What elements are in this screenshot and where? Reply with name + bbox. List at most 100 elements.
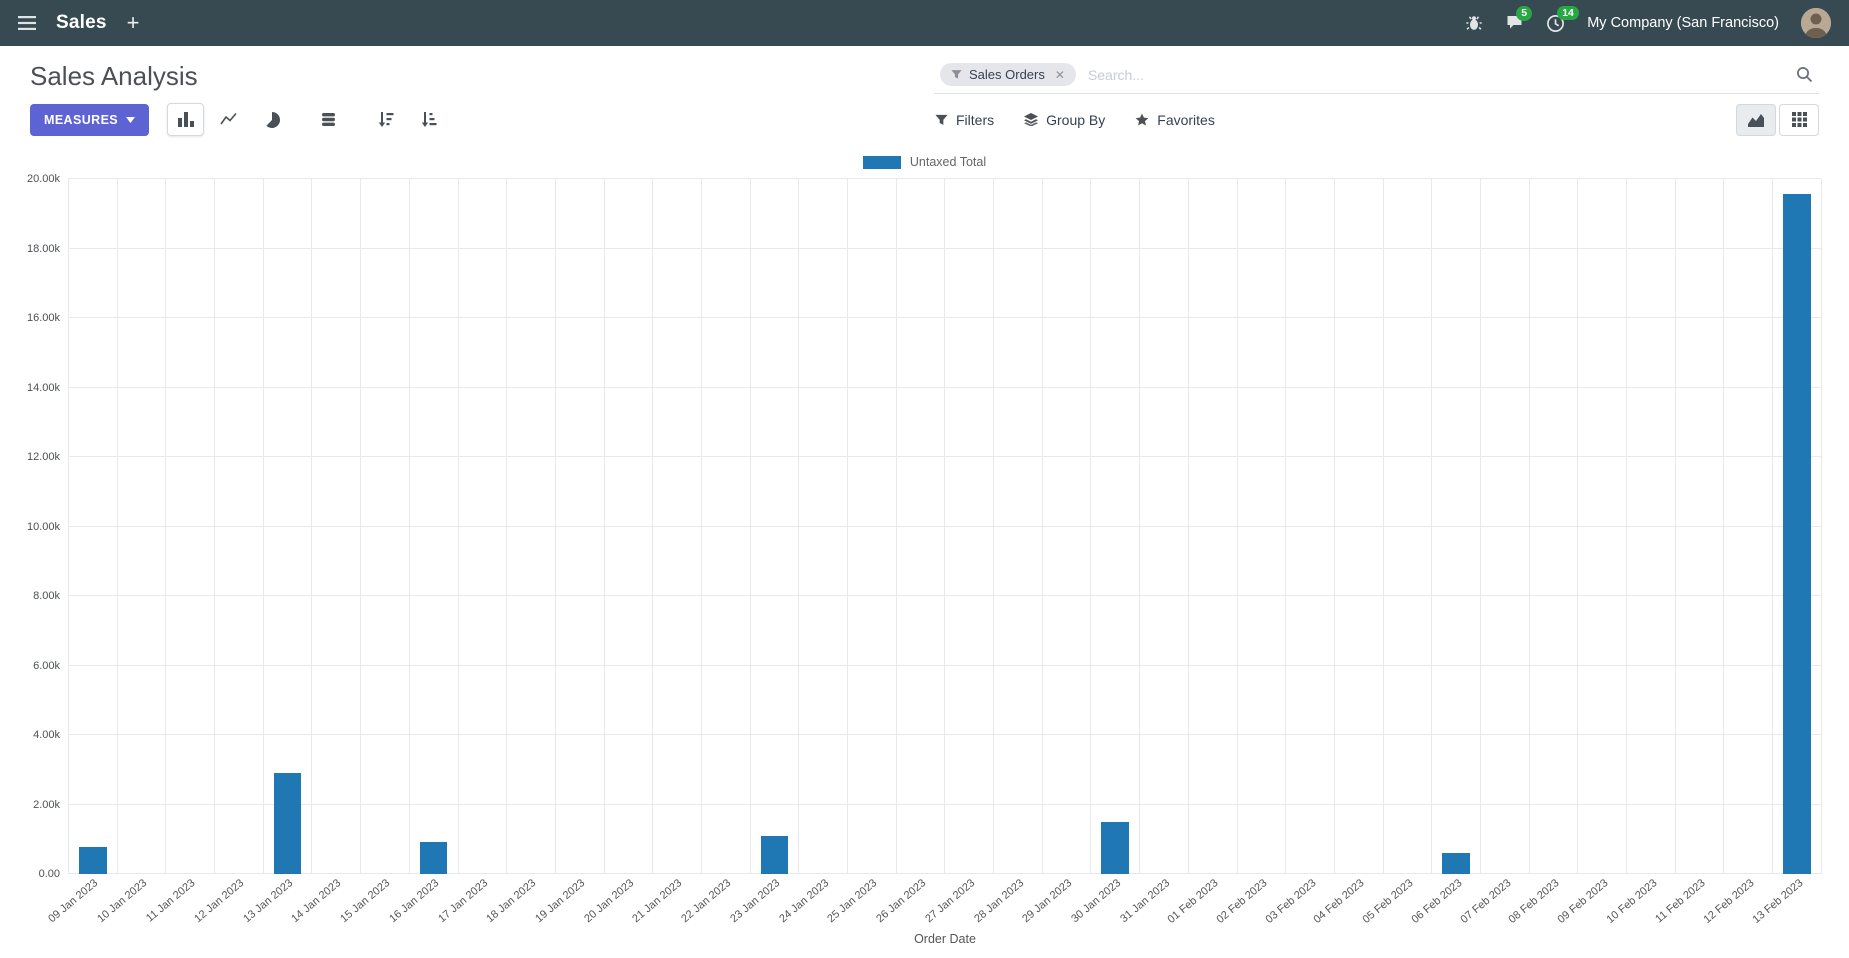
favorites-button[interactable]: Favorites xyxy=(1135,112,1215,128)
y-tick-label: 2.00k xyxy=(33,798,60,811)
y-tick-label: 8.00k xyxy=(33,590,60,602)
page-title: Sales Analysis xyxy=(30,61,198,91)
chart-bar[interactable] xyxy=(419,842,448,874)
x-tick-label: 31 Jan 2023 xyxy=(1117,877,1172,926)
x-tick-label: 13 Jan 2023 xyxy=(240,877,295,926)
x-tick-label: 16 Jan 2023 xyxy=(387,877,442,926)
x-tick-label: 28 Jan 2023 xyxy=(971,877,1026,926)
facet-remove-icon[interactable]: ✕ xyxy=(1054,67,1065,82)
chart-column xyxy=(1626,179,1675,874)
chart-column xyxy=(311,179,360,874)
chart-plot xyxy=(68,178,1822,874)
hamburger-menu-icon[interactable] xyxy=(18,16,36,30)
legend-swatch xyxy=(862,155,901,169)
x-tick-label: 21 Jan 2023 xyxy=(630,877,685,926)
search-input[interactable] xyxy=(1087,66,1796,83)
chart-column xyxy=(506,179,555,874)
group-by-button[interactable]: Group By xyxy=(1024,112,1105,128)
messages-icon[interactable]: 5 xyxy=(1505,6,1533,32)
line-chart-button[interactable] xyxy=(210,103,247,136)
chart-column xyxy=(895,179,945,874)
chart-column xyxy=(944,179,993,874)
h-gridline xyxy=(68,178,1821,179)
search-icon[interactable] xyxy=(1796,66,1813,83)
chart-columns xyxy=(68,179,1821,874)
chart-column xyxy=(1236,179,1286,874)
activities-clock-icon[interactable]: 14 xyxy=(1546,5,1579,33)
x-tick-label: 09 Jan 2023 xyxy=(45,877,101,926)
user-avatar[interactable] xyxy=(1801,8,1831,38)
view-switcher xyxy=(1736,103,1819,136)
y-axis: 0.00 2.00k 4.00k 6.00k 8.00k 10.00k 12.00k 14.0… xyxy=(20,173,68,880)
pie-chart-button[interactable] xyxy=(253,103,290,136)
y-tick-label: 12.00k xyxy=(26,451,60,463)
chart-column xyxy=(749,179,799,874)
chart-column xyxy=(554,179,604,874)
chart-bar[interactable] xyxy=(1442,852,1470,874)
sort-descending-button[interactable] xyxy=(367,103,404,136)
chart-column xyxy=(700,179,750,874)
chart-column xyxy=(262,179,312,874)
x-tick-label: 12 Jan 2023 xyxy=(192,877,247,926)
y-tick-label: 10.00k xyxy=(26,520,60,533)
y-tick-label: 4.00k xyxy=(33,729,60,741)
chart-column xyxy=(1723,179,1772,874)
x-tick-label: 14 Jan 2023 xyxy=(289,877,344,926)
chart-legend[interactable]: Untaxed Total xyxy=(0,155,1849,169)
chart-column xyxy=(1772,179,1821,874)
pivot-view-button[interactable] xyxy=(1779,103,1819,136)
navbar-left: Sales + xyxy=(18,10,140,36)
x-tick-label: 19 Jan 2023 xyxy=(533,877,588,926)
x-tick-label: 10 Jan 2023 xyxy=(94,877,149,926)
x-tick-label: 09 Feb 2023 xyxy=(1555,877,1611,926)
measures-button[interactable]: MEASURES xyxy=(30,103,150,136)
x-tick-label: 10 Feb 2023 xyxy=(1604,877,1660,926)
chart-type-group xyxy=(167,103,447,136)
y-tick-label: 6.00k xyxy=(33,659,60,672)
stacked-toggle-button[interactable] xyxy=(310,103,347,136)
app-name[interactable]: Sales xyxy=(56,12,107,33)
search-facet[interactable]: Sales Orders ✕ xyxy=(940,63,1076,86)
x-tick-label: 18 Jan 2023 xyxy=(484,877,539,926)
chart-bar[interactable] xyxy=(760,836,789,874)
new-tab-plus-icon[interactable]: + xyxy=(126,10,140,35)
chart-column xyxy=(1431,179,1480,874)
x-tick-label: 12 Feb 2023 xyxy=(1701,877,1757,926)
x-tick-label: 24 Jan 2023 xyxy=(776,877,831,926)
filter-icon xyxy=(951,70,962,79)
filters-button[interactable]: Filters xyxy=(935,112,994,128)
chart-column xyxy=(1333,179,1383,874)
chevron-down-icon xyxy=(126,116,136,123)
chart-bar[interactable] xyxy=(273,772,302,874)
y-tick-label: 0.00 xyxy=(38,868,60,880)
pivot-view-icon xyxy=(1791,112,1807,127)
y-tick-label: 18.00k xyxy=(26,242,60,255)
messages-badge: 5 xyxy=(1516,6,1533,21)
chart-bar[interactable] xyxy=(1101,822,1130,874)
star-icon xyxy=(1135,113,1149,125)
filter-icon xyxy=(935,114,948,125)
sort-ascending-button[interactable] xyxy=(410,103,447,136)
chart-column xyxy=(165,179,214,874)
top-navbar: Sales + 5 14 My Company (San Francisco) xyxy=(0,0,1849,46)
chart-bar[interactable] xyxy=(1783,194,1811,874)
chart-column xyxy=(1674,179,1724,874)
x-tick-label: 17 Jan 2023 xyxy=(435,877,490,926)
x-tick-label: 03 Feb 2023 xyxy=(1263,877,1319,926)
layers-icon xyxy=(1024,113,1039,126)
graph-view-button[interactable] xyxy=(1736,103,1776,136)
bar-chart-button[interactable] xyxy=(167,103,205,136)
company-switcher[interactable]: My Company (San Francisco) xyxy=(1587,15,1779,31)
chart-bar[interactable] xyxy=(79,846,107,874)
chart-column xyxy=(603,179,653,874)
x-axis-labels: 09 Jan 2023 10 Jan 2023 11 Jan 2023 12 Jan … xyxy=(46,874,1822,932)
graph-view-icon xyxy=(1748,113,1764,127)
control-panel-top: Sales Analysis Sales Orders ✕ xyxy=(0,46,1849,96)
x-tick-label: 15 Jan 2023 xyxy=(338,877,393,926)
x-tick-label: 05 Feb 2023 xyxy=(1360,877,1416,926)
chart-column xyxy=(1285,179,1334,874)
bug-icon[interactable] xyxy=(1465,14,1483,32)
search-bar[interactable]: Sales Orders ✕ xyxy=(934,59,1819,94)
x-tick-label: 07 Feb 2023 xyxy=(1457,877,1514,926)
search-options: Filters Group By Favorites xyxy=(935,112,1215,128)
